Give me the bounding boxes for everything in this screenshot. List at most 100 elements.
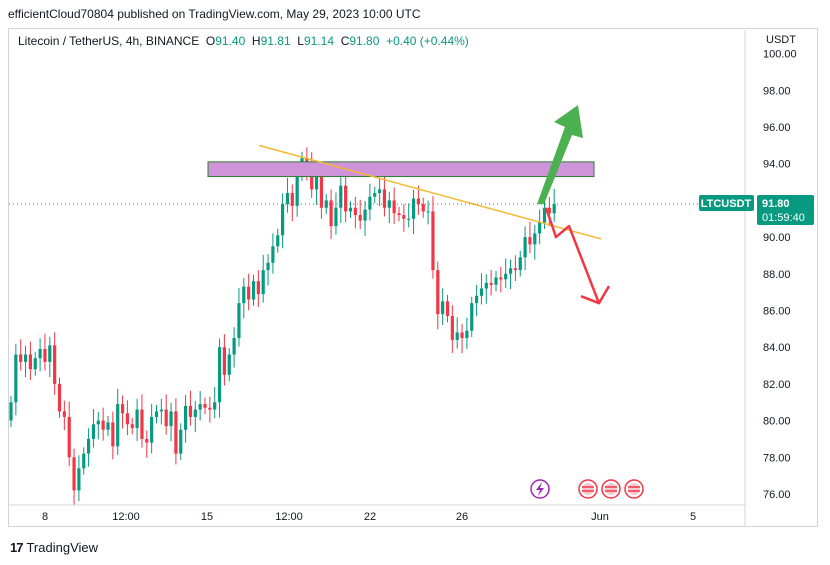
y-tick-label: 84.00	[763, 342, 791, 354]
y-tick-label: 90.00	[763, 232, 791, 244]
x-tick-label: 22	[364, 511, 376, 523]
candle-body	[508, 268, 513, 274]
y-tick-label: 78.00	[763, 452, 791, 464]
candle-body	[57, 383, 62, 412]
x-tick-label: 12:00	[112, 511, 140, 523]
candle-body	[101, 420, 105, 430]
brand-label[interactable]: TradingView	[26, 540, 99, 555]
low-value: 91.14	[303, 34, 335, 48]
candle-body	[227, 354, 231, 375]
price-tag-bg	[757, 195, 814, 225]
candle-body	[140, 409, 144, 439]
chart-frame	[8, 28, 818, 527]
x-tick-label: 15	[201, 511, 213, 523]
candle-body	[518, 257, 522, 271]
candle-body	[43, 349, 47, 362]
y-tick-label: 96.00	[763, 122, 791, 134]
candle-body	[324, 200, 328, 208]
candle-body	[91, 424, 96, 439]
lightning-event-icon[interactable]	[530, 479, 550, 499]
candle-body	[28, 354, 32, 370]
candle-body	[271, 246, 275, 263]
candle-body	[334, 207, 338, 227]
candle-body	[266, 262, 270, 271]
candle-body	[329, 200, 333, 227]
y-tick-label: 82.00	[763, 379, 791, 391]
candle-body	[154, 411, 159, 417]
candle-body	[237, 303, 241, 339]
candle-body	[314, 174, 319, 190]
candle-body	[14, 354, 18, 403]
x-tick-label: 5	[690, 511, 696, 523]
candle-body	[188, 405, 193, 417]
candle-body	[213, 402, 217, 410]
candle-body	[499, 277, 503, 280]
projection-up-arrow	[537, 104, 583, 205]
candle-body	[407, 218, 411, 220]
candle-body	[445, 301, 450, 317]
candle-body	[72, 457, 76, 491]
candle-body	[353, 207, 357, 216]
candle-body	[411, 198, 416, 219]
candle-body	[528, 237, 532, 245]
price-tag[interactable]: LTCUSDT 91.80 01:59:40	[699, 195, 814, 225]
symbol-name[interactable]: Litecoin / TetherUS, 4h, BINANCE	[18, 34, 200, 48]
y-tick-label: 98.00	[763, 85, 791, 97]
candle-body	[475, 295, 479, 304]
high-value: 91.81	[260, 34, 291, 48]
candle-body	[33, 358, 37, 370]
candle-body	[276, 235, 280, 247]
candle-body	[363, 209, 367, 221]
candle-body	[470, 303, 474, 331]
candle-body	[465, 330, 469, 339]
candle-body	[203, 404, 207, 408]
time-axis: 8 12:00 15 12:00 22 26 Jun 5	[9, 504, 745, 523]
candle-body	[135, 409, 139, 428]
candle-body	[421, 204, 425, 212]
candle-body	[295, 174, 299, 206]
price-axis: 76.00 78.00 80.00 82.00 84.00 86.00 88.00 90.00…	[744, 30, 797, 527]
candle-body	[416, 198, 420, 205]
candle-body	[542, 207, 547, 223]
candle-body	[116, 404, 120, 447]
tradingview-logo-icon[interactable]: 17	[10, 540, 24, 555]
candle-body	[232, 338, 236, 355]
candle-body	[523, 237, 527, 258]
candle-body	[368, 196, 372, 210]
y-tick-label: 94.00	[763, 159, 791, 171]
ticker-tag-bg	[699, 195, 754, 211]
us-flag-event-icon[interactable]	[601, 479, 621, 499]
candle-body	[281, 204, 285, 236]
candle-body	[77, 468, 81, 491]
candle-body	[392, 200, 396, 214]
candle-body	[38, 349, 42, 359]
x-tick-label: 8	[42, 511, 48, 523]
candle-body	[450, 316, 454, 340]
candle-body	[339, 185, 343, 208]
candle-body	[198, 404, 202, 410]
footer[interactable]: 17 TradingView	[10, 540, 98, 555]
open-label: O	[205, 34, 216, 48]
candle-body	[120, 404, 125, 414]
x-tick-label: Jun	[591, 511, 609, 523]
candle-body	[145, 438, 149, 443]
candle-body	[382, 189, 387, 208]
candle-body	[358, 215, 362, 221]
candle-body	[48, 345, 52, 362]
us-flag-event-icon[interactable]	[578, 479, 598, 499]
symbol-legend[interactable]: Litecoin / TetherUS, 4h, BINANCE O91.40 …	[18, 34, 469, 48]
candle-body	[62, 411, 66, 417]
candle-body	[261, 270, 265, 294]
price-tag-value: 91.80	[762, 198, 790, 210]
close-label: C	[340, 34, 350, 48]
candle-body	[174, 411, 178, 454]
candle-body	[489, 282, 493, 285]
candle-body	[533, 233, 537, 245]
y-tick-label: 76.00	[763, 489, 791, 501]
candle-body	[222, 347, 226, 375]
open-value: 91.40	[215, 34, 246, 48]
us-flag-event-icon[interactable]	[624, 479, 644, 499]
candle-body	[344, 185, 348, 212]
trendline	[258, 144, 602, 240]
